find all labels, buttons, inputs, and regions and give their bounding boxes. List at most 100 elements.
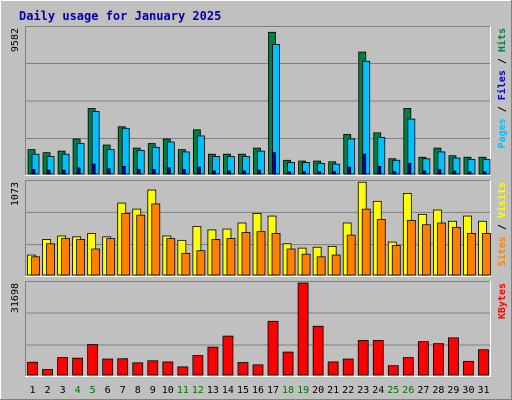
bar-sites-day-22 [346,234,356,276]
x-tick-label-day-22: 22 [342,385,354,396]
bar-pages-day-1 [31,169,36,175]
x-tick-label-day-27: 27 [417,385,429,396]
legend-pages: Pages [497,118,508,148]
bar-sites-day-7 [121,213,131,276]
bar-sites-day-30 [467,232,476,276]
bar-sites-day-15 [241,232,251,276]
bar-files-day-31 [482,159,491,175]
bar-files-day-4 [76,143,85,175]
bar-pages-day-21 [332,171,337,175]
bar-kbytes-day-30 [463,360,474,376]
bar-pages-day-3 [61,169,66,175]
bar-kbytes-day-22 [342,358,354,376]
kbytes-panel: 31698 KBytes [10,281,508,377]
x-tick-label-day-12: 12 [192,385,204,396]
x-tick-label-day-20: 20 [312,385,324,396]
bar-pages-day-22 [347,166,352,175]
x-tick-label-day-21: 21 [327,385,339,396]
bar-sites-day-28 [436,222,446,276]
bar-kbytes-day-25 [387,365,399,376]
bar-files-day-6 [106,149,115,175]
bar-pages-day-20 [317,171,322,175]
bar-sites-day-20 [316,256,326,276]
legend-files: Files [496,70,508,100]
bar-files-day-13 [212,156,220,175]
bar-kbytes-day-4 [72,357,84,376]
bar-kbytes-day-26 [402,357,414,376]
bar-sites-day-11 [181,252,191,276]
bar-files-day-5 [91,111,100,175]
bar-sites-day-13 [211,239,221,276]
bar-sites-day-12 [196,250,206,276]
bar-files-day-24 [377,137,386,175]
bar-files-day-9 [151,146,160,175]
bar-kbytes-day-10 [162,361,174,376]
bar-kbytes-day-5 [87,344,99,376]
bar-pages-day-15 [242,170,246,175]
bar-files-day-20 [317,162,326,175]
bar-pages-day-2 [46,169,51,175]
x-tick-label-day-26: 26 [402,385,414,396]
bar-pages-day-9 [151,169,156,175]
bar-files-day-3 [61,153,70,175]
bar-kbytes-day-8 [132,362,144,376]
bar-sites-day-25 [391,245,401,276]
x-tick-label-day-16: 16 [252,385,264,396]
bar-kbytes-day-18 [282,351,294,376]
x-tick-label-day-17: 17 [267,385,279,396]
bar-pages-day-26 [407,162,412,175]
legend-separator: / [497,52,508,70]
bar-files-day-30 [467,159,476,175]
bar-files-day-21 [332,163,341,175]
bar-pages-day-24 [377,165,382,175]
bar-kbytes-day-15 [237,362,249,376]
bar-pages-day-18 [287,171,291,175]
bar-kbytes-day-3 [57,357,68,376]
hits-panel-legend: Pages / Files / Hits [496,28,508,148]
bar-kbytes-day-23 [357,340,369,376]
bar-sites-day-24 [376,219,386,276]
bar-sites-day-8 [136,214,146,276]
bar-pages-day-10 [166,167,171,175]
bar-kbytes-day-17 [267,320,279,376]
bar-sites-day-19 [301,253,311,276]
legend-visits: Visits [496,182,508,218]
bar-files-day-8 [136,149,145,175]
bar-sites-day-27 [421,224,431,276]
hits-panel-max-label: 9582 [10,28,21,52]
x-tick-label-day-19: 19 [297,385,309,396]
bar-sites-day-4 [76,239,86,276]
bar-sites-day-9 [151,203,161,276]
bar-files-day-16 [257,150,265,175]
legend-sites: Sites [496,236,508,266]
bar-pages-day-5 [91,163,96,175]
bar-sites-day-18 [286,248,296,276]
kbytes-panel-max-label: 31698 [10,283,21,313]
bar-sites-day-1 [31,256,40,276]
bar-files-day-27 [422,158,431,175]
bar-pages-day-16 [257,169,261,175]
bar-pages-day-4 [76,167,81,175]
bar-kbytes-day-1 [27,361,38,376]
bar-kbytes-day-16 [252,364,264,376]
kbytes-panel-legend: KBytes [497,283,508,319]
bar-sites-day-21 [331,254,341,276]
bar-files-day-28 [437,151,446,175]
bar-sites-day-14 [226,238,236,276]
bar-pages-day-14 [227,170,231,175]
bar-files-day-12 [196,135,205,175]
bar-sites-day-16 [256,231,266,276]
x-tick-label-day-11: 11 [177,385,189,396]
bar-sites-day-31 [482,232,491,276]
bar-sites-day-29 [452,226,461,276]
x-tick-label-day-28: 28 [432,385,444,396]
x-tick-label-day-9: 9 [150,385,156,396]
x-tick-label-day-29: 29 [447,385,459,396]
bar-files-day-1 [31,153,40,175]
bar-pages-day-6 [106,168,111,175]
bar-kbytes-day-28 [432,343,444,376]
x-tick-label-day-15: 15 [237,385,249,396]
bar-pages-day-8 [136,169,141,175]
bar-kbytes-day-2 [42,369,53,376]
